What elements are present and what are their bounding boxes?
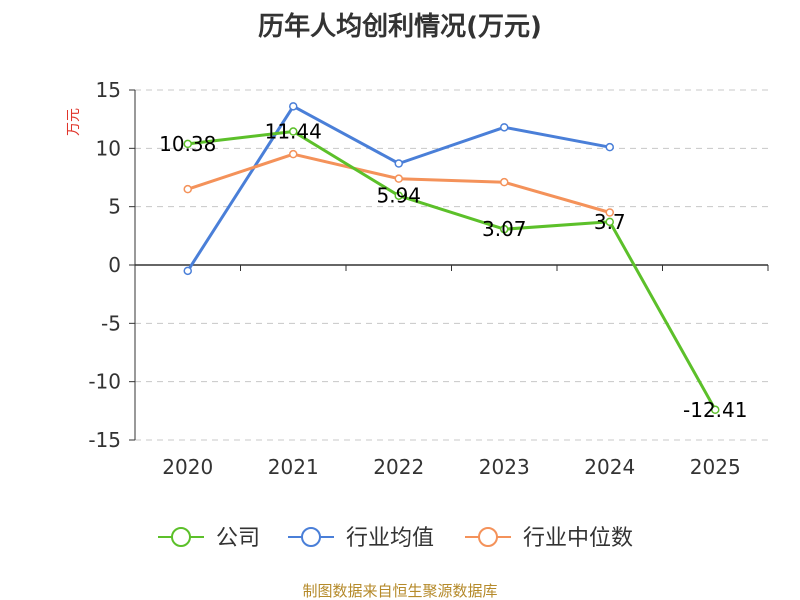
x-tick-label: 2021 [268,455,319,479]
y-tick-labels: 15 10 5 0 -5 -10 -15 [88,78,121,452]
data-point[interactable] [394,159,403,168]
x-tick-labels: 2020 2021 2022 2023 2024 2025 [162,455,740,479]
x-tick-label: 2022 [373,455,424,479]
legend-label: 行业均值 [346,526,434,551]
chart-title: 历年人均创利情况(万元) [258,11,542,42]
legend-label: 公司 [216,526,260,551]
y-tick-label: 0 [108,253,121,277]
x-tick-label: 2024 [584,455,635,479]
x-tick-label: 2025 [690,455,741,479]
data-point[interactable] [183,139,192,149]
data-point[interactable] [500,177,509,187]
data-label: 11.44 [265,120,322,144]
x-tick-label: 2023 [479,455,530,479]
axes [129,89,769,441]
series-line [187,130,717,411]
y-axis-label: 万元 [66,108,82,136]
data-label: 3.07 [482,217,527,241]
y-tick-label: 10 [96,136,121,160]
y-tick-label: 15 [96,78,121,102]
legend-marker [301,527,321,547]
legend-marker [171,527,191,547]
data-point[interactable] [394,174,403,183]
data-label: -12.41 [683,398,747,422]
data-point[interactable] [605,208,614,217]
legend-label: 行业中位数 [523,526,633,551]
data-labels: 10.38 11.44 5.94 3.07 3.7 -12.41 [159,120,747,422]
x-tick-label: 2020 [162,455,213,479]
series-1 [183,127,720,415]
data-label: 5.94 [376,184,421,208]
data-point[interactable] [605,142,614,152]
data-point[interactable] [289,102,298,111]
series-2 [183,102,614,276]
y-tick-label: -10 [88,370,121,394]
y-tick-label: 5 [108,195,121,219]
legend-marker [478,527,498,547]
legend[interactable]: 公司 行业均值 行业中位数 [158,526,633,551]
data-point[interactable] [711,405,720,415]
data-point[interactable] [500,224,509,234]
legend-item-3[interactable]: 行业中位数 [465,526,633,551]
footer-source: 制图数据来自恒生聚源数据库 [302,582,497,600]
data-point[interactable] [183,266,192,276]
y-tick-label: -5 [101,311,121,335]
data-point[interactable] [289,127,298,136]
data-label: 3.7 [594,210,626,234]
series-3 [183,149,614,217]
y-tick-label: -15 [88,428,121,452]
data-point[interactable] [605,217,614,227]
data-label: 10.38 [159,132,216,156]
data-point[interactable] [500,123,509,132]
data-point[interactable] [394,191,403,200]
legend-item-2[interactable]: 行业均值 [288,526,434,551]
legend-item-1[interactable]: 公司 [158,526,260,551]
data-point[interactable] [183,184,192,194]
series-group [183,102,720,415]
data-point[interactable] [289,149,298,159]
